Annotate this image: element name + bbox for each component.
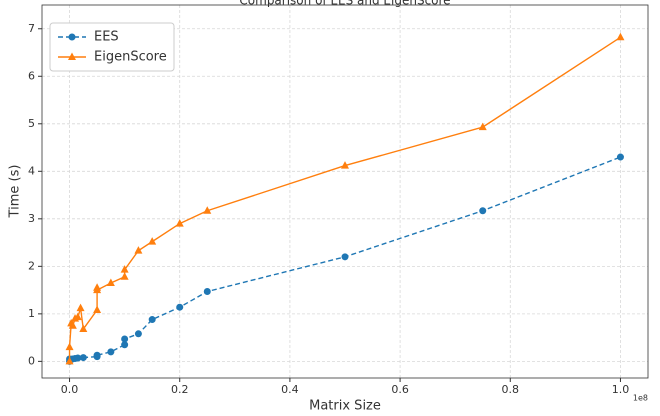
y-tick-label: 5 [28, 117, 35, 130]
marker [79, 354, 87, 362]
marker [93, 305, 102, 314]
y-tick-label: 3 [28, 212, 35, 225]
y-tick-label: 7 [28, 22, 35, 35]
marker [341, 253, 349, 261]
marker [478, 122, 487, 131]
marker [479, 207, 487, 215]
marker [203, 288, 211, 296]
plot-frame [41, 4, 649, 379]
y-tick-label: 6 [28, 69, 35, 82]
marker [175, 219, 184, 227]
x-tick-label: 0.6 [391, 383, 409, 396]
y-tick-label: 0 [28, 354, 35, 367]
marker [134, 246, 143, 254]
legend-box [49, 22, 175, 72]
y-axis-label: Time (s) [8, 165, 23, 219]
marker [76, 303, 85, 312]
x-tick-label: 1.0 [612, 383, 630, 396]
y-tick-label: 4 [28, 164, 35, 177]
marker [148, 237, 157, 245]
marker [176, 303, 184, 311]
chart-title: Comparison of EES and EigenScore [239, 0, 450, 8]
x-tick-label: 0.8 [502, 383, 520, 396]
marker [616, 32, 625, 41]
marker [121, 335, 129, 343]
marker [120, 272, 129, 280]
legend-label: EES [94, 30, 119, 45]
marker [107, 348, 115, 356]
marker [121, 341, 129, 349]
x-offset-text: 1e8 [633, 394, 648, 403]
marker [73, 312, 82, 321]
legend-label: EigenScore [94, 50, 167, 65]
y-tick-label: 2 [28, 259, 35, 272]
marker [341, 161, 349, 169]
x-tick-label: 0.2 [171, 383, 189, 396]
legend-marker [68, 33, 76, 41]
marker [65, 342, 74, 351]
marker [68, 321, 77, 329]
marker [65, 356, 74, 365]
marker [79, 324, 88, 333]
x-tick-label: 0.0 [61, 383, 79, 396]
marker [93, 351, 101, 359]
x-axis-label: Matrix Size [309, 399, 381, 414]
marker [93, 285, 102, 294]
marker [134, 330, 142, 338]
marker [120, 265, 129, 273]
series-line [68, 156, 621, 362]
y-tick-label: 1 [28, 307, 35, 320]
marker [616, 153, 624, 161]
marker [74, 354, 82, 362]
x-tick-label: 0.4 [281, 383, 299, 396]
legend-marker [68, 52, 76, 60]
marker [148, 316, 156, 324]
marker [203, 206, 212, 214]
marker [106, 278, 115, 286]
